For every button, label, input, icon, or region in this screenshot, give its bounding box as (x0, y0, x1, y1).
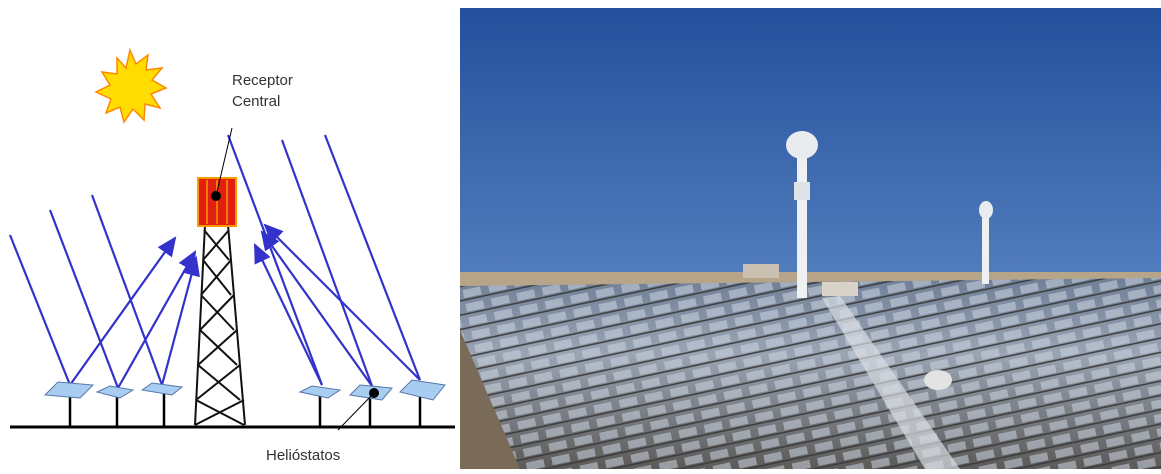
heliostat-label: Helióstatos (266, 447, 340, 464)
photo (460, 8, 1161, 469)
page: Receptor Central Helióstatos (() => { co… (0, 0, 1161, 469)
figure: Receptor Central Helióstatos (0, 0, 1161, 469)
leader-line (338, 393, 374, 430)
receptor-label: Receptor (232, 72, 293, 89)
receptor-label: Central (232, 93, 280, 110)
tower (195, 225, 245, 425)
sun (96, 50, 166, 122)
diagram: Receptor Central Helióstatos (10, 50, 455, 464)
